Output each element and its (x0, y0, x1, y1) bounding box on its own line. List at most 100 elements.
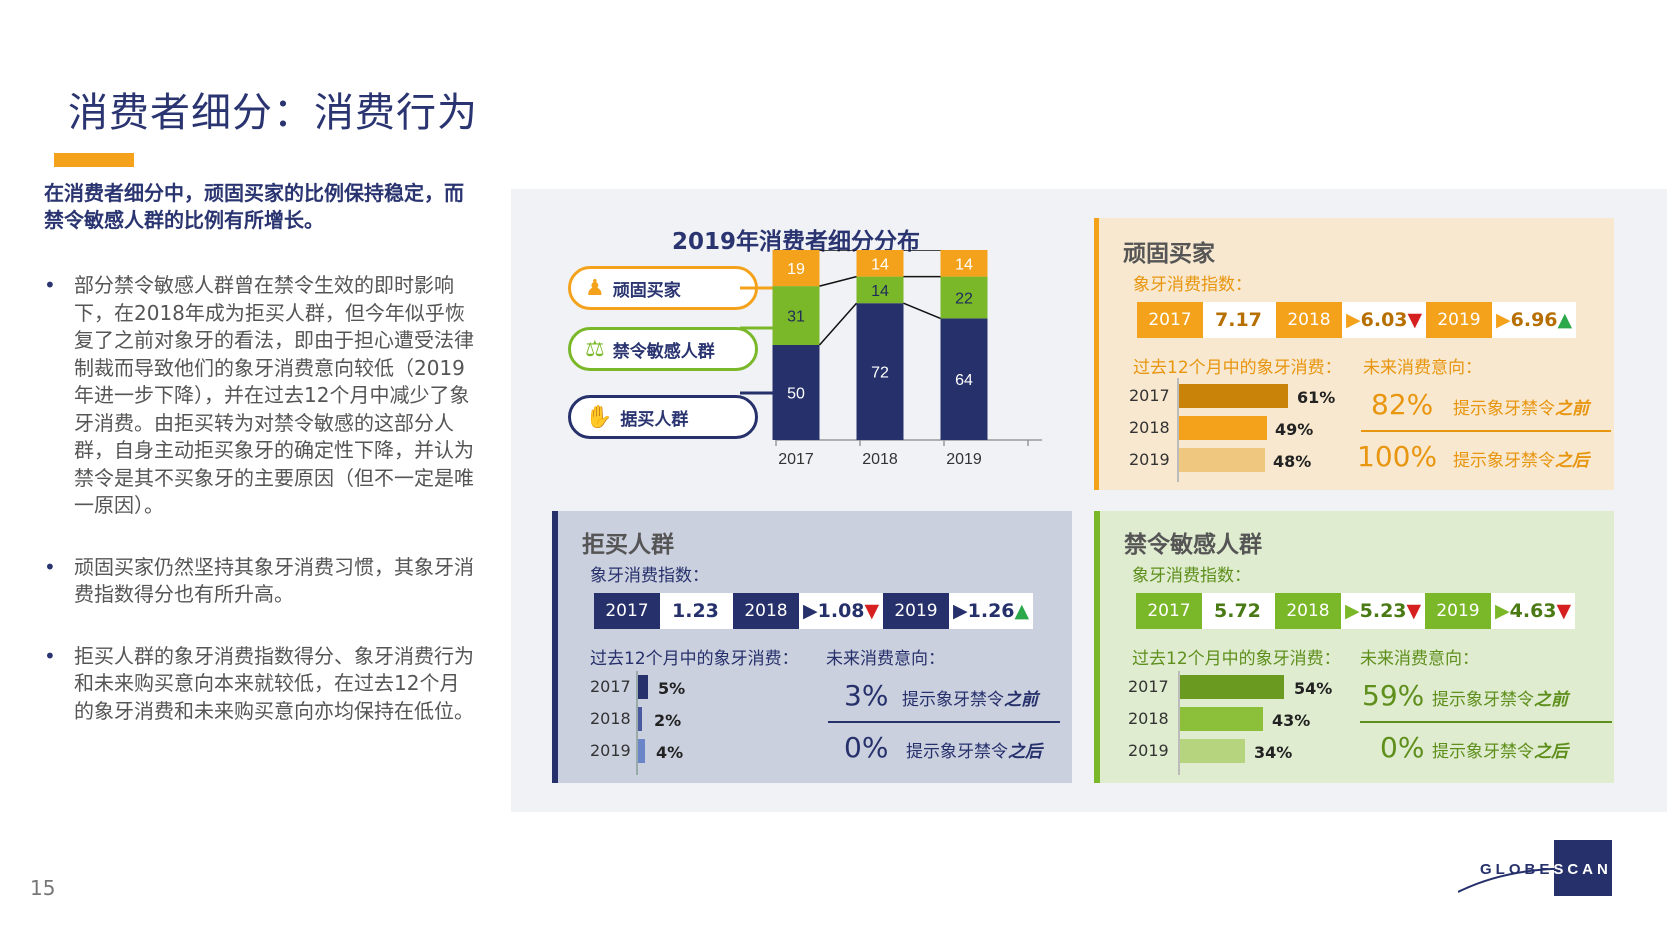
stubborn-buyer-icon: ♟ (585, 275, 605, 301)
future-intent-label: 未来消费意向： (1363, 358, 1482, 378)
past-pct: 2% (654, 711, 682, 730)
past-year: 2018 (590, 709, 631, 728)
future-pct-before: 3% (844, 679, 889, 712)
future-divider (1360, 721, 1612, 723)
index-row: 2017 5.72 2018 ▶ 5.23 ▼ 2019 ▶ 4.63 ▼ (1136, 593, 1575, 629)
page-number: 15 (30, 876, 56, 900)
index-value: ▶ 4.63 ▼ (1491, 593, 1575, 629)
x-tick-label: 2017 (778, 451, 814, 468)
future-pct-before: 82% (1371, 388, 1434, 421)
index-label: 象牙消费指数： (1133, 275, 1252, 295)
box-heading: 顽固买家 (1123, 241, 1215, 267)
bullet-item: 部分禁令敏感人群曾在禁令生效的即时影响下，在2018年成为拒买人群，但今年似乎恢… (44, 272, 474, 520)
index-year: 2017 (1136, 593, 1202, 629)
future-pct-after: 100% (1357, 440, 1438, 473)
index-row: 2017 7.17 2018 ▶ 6.03 ▼ 2019 ▶ 6.96 ▲ (1137, 302, 1576, 338)
past-pct: 48% (1273, 452, 1312, 471)
future-desc-before: 提示象牙禁令之前 (1432, 690, 1568, 710)
index-value: ▶ 6.03 ▼ (1342, 302, 1426, 338)
past-bar (638, 739, 645, 763)
past-pct: 54% (1294, 679, 1333, 698)
past-bar (638, 707, 642, 731)
past-bar (1180, 739, 1245, 763)
future-divider (1361, 430, 1611, 432)
past-bar (1180, 707, 1263, 731)
index-year: 2019 (1426, 302, 1492, 338)
globescan-logo: GLOBESCAN (1458, 840, 1612, 896)
past-consumption-label: 过去12个月中的象牙消费： (1132, 649, 1341, 669)
past-consumption-label: 过去12个月中的象牙消费： (1133, 358, 1342, 378)
past-bar (1179, 448, 1265, 472)
bar-segment (856, 250, 904, 277)
future-desc-before: 提示象牙禁令之前 (902, 690, 1038, 710)
past-pct: 43% (1272, 711, 1311, 730)
bar-value-label: 64 (955, 372, 973, 389)
past-pct: 49% (1275, 420, 1314, 439)
index-label: 象牙消费指数： (590, 566, 709, 586)
index-year: 2018 (733, 593, 799, 629)
future-desc-after: 提示象牙禁令之后 (906, 742, 1042, 762)
connector-line (903, 302, 941, 320)
bar-segment (940, 250, 988, 277)
box-stubborn: 顽固买家 象牙消费指数： 2017 7.17 2018 ▶ 6.03 ▼ 2019 … (1094, 218, 1614, 490)
past-pct: 61% (1297, 388, 1336, 407)
legend-pill-label: 顽固买家 (612, 280, 681, 301)
past-year: 2018 (1129, 418, 1170, 437)
rejector-icon: ✋ (585, 404, 613, 430)
past-pct: 34% (1254, 743, 1293, 762)
title-accent-bar (54, 153, 134, 167)
past-axis (1178, 671, 1180, 775)
ban-sensitive-icon: ⚖ (585, 336, 605, 362)
past-consumption-label: 过去12个月中的象牙消费： (590, 649, 799, 669)
bar-value-label: 14 (955, 256, 973, 273)
bullet-item: 拒买人群的象牙消费指数得分、象牙消费行为和未来购买意向本来就较低，在过去12个月… (44, 643, 474, 726)
past-year: 2019 (1128, 741, 1169, 760)
past-axis (1177, 378, 1179, 482)
index-year: 2019 (1425, 593, 1491, 629)
index-value: ▶ 6.96 ▲ (1492, 302, 1576, 338)
connector-line (819, 275, 857, 287)
x-tick-label: 2019 (946, 451, 982, 468)
past-pct: 5% (658, 679, 686, 698)
legend-pill-stubborn: ♟ 顽固买家 (568, 266, 758, 310)
future-divider (828, 721, 1060, 723)
legend-pill-label: 禁令敏感人群 (612, 341, 715, 362)
box-heading: 禁令敏感人群 (1124, 532, 1262, 558)
bar-value-label: 19 (787, 261, 805, 278)
bar-value-label: 22 (955, 291, 973, 308)
x-tick-label: 2018 (862, 451, 898, 468)
box-rejector: 拒买人群 象牙消费指数： 2017 1.23 2018 ▶ 1.08 ▼ 2019 … (552, 511, 1072, 783)
index-year: 2017 (1137, 302, 1203, 338)
bar-value-label: 72 (871, 365, 889, 382)
past-bar (1179, 384, 1288, 408)
bar-segment (940, 276, 988, 319)
index-year: 2018 (1276, 302, 1342, 338)
bar-value-label: 31 (787, 309, 805, 326)
bar-segment (772, 345, 820, 440)
bar-value-label: 14 (871, 256, 889, 273)
index-value: ▶ 1.08 ▼ (799, 593, 883, 629)
past-year: 2017 (1129, 386, 1170, 405)
index-value: 5.72 (1202, 593, 1275, 629)
past-axis (636, 671, 638, 775)
legend-pill-label: 据买人群 (620, 409, 689, 430)
future-desc-after: 提示象牙禁令之后 (1453, 451, 1589, 471)
index-value: ▶ 5.23 ▼ (1341, 593, 1425, 629)
lead-summary: 在消费者细分中，顽固买家的比例保持稳定，而禁令敏感人群的比例有所增长。 (44, 181, 464, 232)
past-year: 2017 (1128, 677, 1169, 696)
index-year: 2018 (1275, 593, 1341, 629)
past-pct: 4% (656, 743, 684, 762)
index-row: 2017 1.23 2018 ▶ 1.08 ▼ 2019 ▶ 1.26 ▲ (594, 593, 1033, 629)
bar-segment (772, 286, 820, 345)
index-year: 2019 (883, 593, 949, 629)
index-label: 象牙消费指数： (1132, 566, 1251, 586)
bar-segment (856, 303, 904, 440)
past-bar (1180, 675, 1284, 699)
bar-segment (940, 318, 988, 440)
future-intent-label: 未来消费意向： (826, 649, 945, 669)
past-year: 2019 (590, 741, 631, 760)
box-heading: 拒买人群 (582, 532, 674, 558)
future-desc-after: 提示象牙禁令之后 (1432, 742, 1568, 762)
box-sensitive: 禁令敏感人群 象牙消费指数： 2017 5.72 2018 ▶ 5.23 ▼ 201… (1094, 511, 1614, 783)
bar-value-label: 14 (871, 283, 889, 300)
